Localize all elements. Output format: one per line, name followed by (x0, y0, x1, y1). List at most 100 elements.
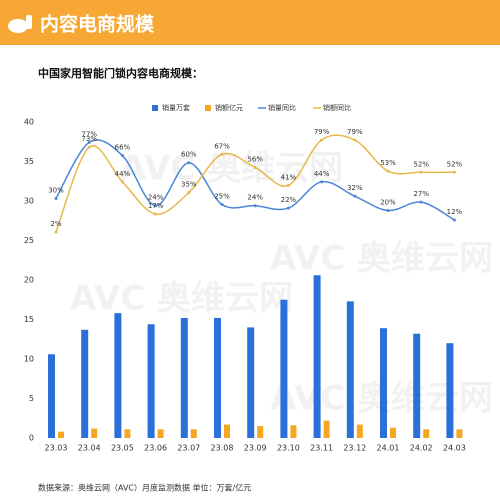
line-point (353, 138, 357, 142)
bar (280, 299, 288, 438)
x-tick-label: 23.06 (144, 444, 167, 453)
y-tick-label: 5 (29, 394, 34, 403)
y-tick-label: 30 (24, 197, 34, 206)
bar (124, 429, 131, 438)
line-point (320, 180, 324, 184)
y-tick-label: 20 (24, 276, 34, 285)
line-point (154, 204, 158, 208)
footnote: 数据来源：奥维云网（AVC）月度监测数据 单位：万套/亿元 (38, 483, 251, 493)
line-point (253, 204, 257, 208)
legend-label: 销额同比 (323, 103, 351, 112)
data-label: 32% (347, 184, 363, 192)
bar (323, 420, 330, 438)
bar (456, 429, 463, 438)
line-point (286, 206, 290, 210)
line-point (187, 191, 191, 195)
data-label: 52% (413, 160, 429, 168)
line-point (419, 170, 423, 174)
bar (157, 429, 164, 438)
x-tick-label: 23.03 (45, 444, 68, 453)
line-point (253, 165, 257, 169)
legend-label: 销额亿元 (215, 103, 243, 112)
data-label: 35% (181, 181, 197, 189)
line-point (452, 170, 456, 174)
bar (81, 329, 89, 438)
bar (413, 333, 421, 438)
header-title: 内容电商规模 (40, 13, 155, 36)
bar (423, 429, 430, 438)
bar (180, 317, 188, 438)
bar (257, 426, 264, 438)
watermark: AVC 奥维云网 (70, 279, 293, 319)
line-point (452, 218, 456, 222)
bar (290, 425, 297, 438)
bar (313, 275, 321, 438)
y-tick-label: 15 (24, 315, 34, 324)
bar (48, 354, 55, 438)
watermark: AVC 奥维云网 (120, 149, 343, 189)
x-tick-label: 23.12 (343, 444, 366, 453)
bar (346, 301, 354, 438)
data-label: 79% (314, 128, 330, 136)
header-icon (8, 15, 32, 33)
line-point (386, 208, 390, 212)
x-tick-label: 23.07 (177, 444, 200, 453)
line-point (220, 152, 224, 156)
data-label: 44% (115, 170, 131, 178)
data-label: 12% (447, 208, 463, 216)
y-tick-label: 10 (24, 355, 34, 364)
data-label: 24% (247, 194, 263, 202)
y-tick-label: 40 (24, 118, 34, 127)
line-point (353, 194, 357, 198)
data-label: 20% (380, 198, 396, 206)
data-label: 56% (247, 155, 263, 163)
data-label: 73% (81, 135, 97, 143)
bar (58, 431, 64, 438)
x-tick-label: 24.03 (443, 444, 466, 453)
bar (247, 327, 255, 438)
bar (114, 313, 122, 438)
data-label: 27% (413, 190, 429, 198)
header-bar (0, 0, 500, 45)
data-label: 44% (314, 170, 330, 178)
bar (147, 324, 155, 438)
line-point (320, 138, 324, 142)
bar (214, 317, 221, 438)
x-tick-label: 23.08 (211, 444, 234, 453)
bar (224, 424, 230, 438)
line-point (419, 200, 423, 204)
line-point (54, 197, 58, 201)
bar (190, 429, 197, 438)
data-label: 41% (281, 173, 297, 181)
line-point (87, 140, 91, 144)
line-point (54, 230, 58, 234)
data-label: 2% (50, 220, 61, 228)
x-tick-label: 23.09 (244, 444, 267, 453)
data-label: 25% (214, 193, 230, 201)
y-tick-label: 35 (24, 157, 34, 166)
data-label: 60% (181, 151, 197, 159)
line-point (87, 145, 91, 149)
watermark: AVC 奥维云网 (270, 239, 493, 279)
bar (91, 428, 98, 438)
line-point (286, 183, 290, 187)
data-label: 17% (148, 202, 164, 210)
data-label: 24% (148, 194, 164, 202)
line-point (154, 212, 158, 216)
line-point (386, 169, 390, 173)
y-tick-label: 25 (24, 236, 34, 245)
line-point (120, 154, 124, 158)
x-tick-label: 23.05 (111, 444, 134, 453)
line-point (187, 161, 191, 165)
line-point (220, 203, 224, 207)
legend-label: 销量万套 (162, 103, 190, 112)
x-tick-label: 23.04 (78, 444, 101, 453)
legend-swatch (152, 105, 158, 111)
data-label: 52% (447, 160, 463, 168)
legend-swatch (205, 105, 211, 111)
x-tick-label: 23.11 (310, 444, 333, 453)
bar (446, 343, 454, 438)
x-tick-label: 23.10 (277, 444, 300, 453)
y-tick-label: 0 (29, 434, 34, 443)
